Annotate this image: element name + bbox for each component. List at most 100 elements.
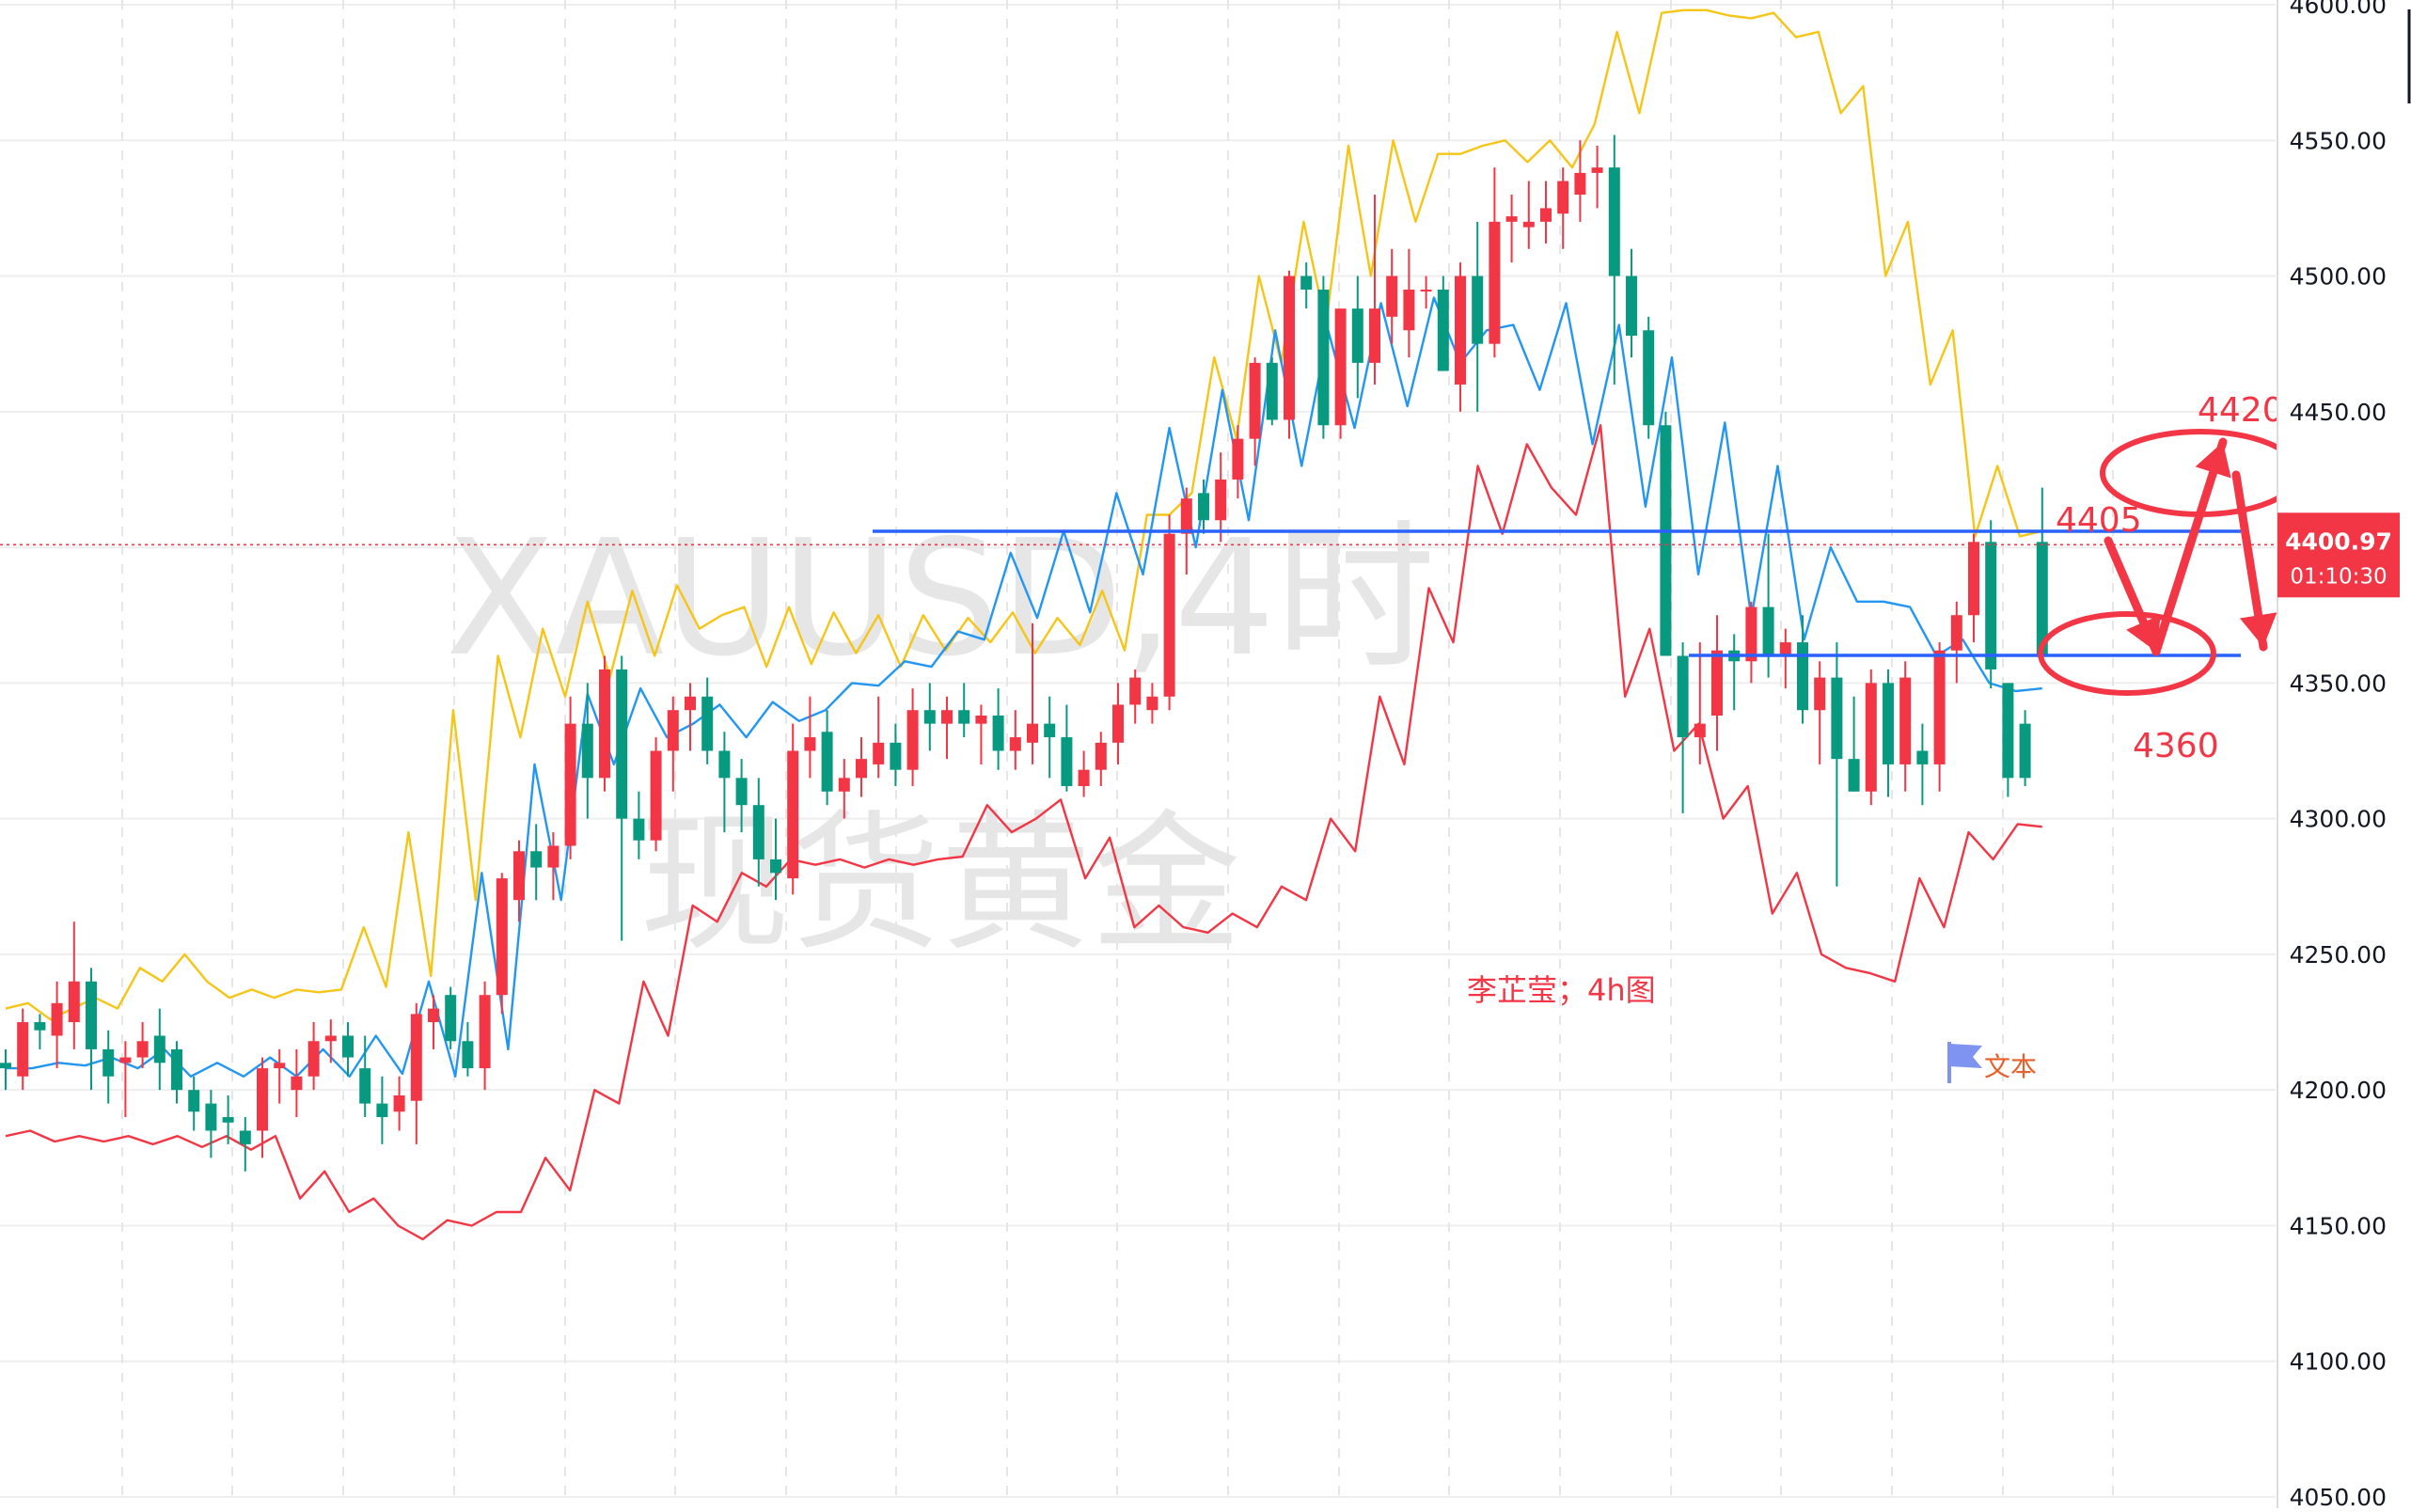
candle — [2036, 487, 2048, 662]
candle — [1883, 669, 1894, 797]
candle-body — [530, 851, 543, 868]
candle — [1009, 710, 1021, 770]
candle — [685, 683, 696, 751]
candle-body — [1078, 769, 1090, 787]
candle-body — [1899, 677, 1912, 764]
candle — [1660, 411, 1672, 656]
candle — [1078, 750, 1090, 797]
candle — [1711, 615, 1723, 751]
candle-body — [479, 995, 491, 1069]
candle-body — [2002, 683, 2014, 779]
candle-body — [1129, 677, 1142, 705]
candle — [1129, 669, 1142, 724]
candle-body — [958, 710, 970, 724]
candle-body — [975, 715, 987, 724]
candle — [1163, 514, 1175, 711]
candle — [1797, 615, 1808, 724]
bollinger-bands — [5, 8, 2043, 1241]
candle-body — [1814, 677, 1826, 711]
candle — [1300, 262, 1313, 309]
candle-body — [1061, 737, 1073, 787]
candle — [1284, 270, 1295, 439]
candle — [479, 981, 491, 1091]
candle-body — [821, 732, 833, 792]
candle — [1574, 140, 1586, 222]
candle — [1215, 452, 1227, 543]
candle-body — [239, 1130, 251, 1144]
candle — [496, 873, 508, 1015]
candle — [2019, 710, 2031, 787]
candle-body — [923, 710, 936, 724]
price-axis: 4050.00 4100.00 4150.00 4200.00 4250.00 4300.… — [2277, 0, 2411, 1511]
candle-body — [1437, 289, 1449, 371]
candle — [547, 832, 559, 901]
candle — [1455, 262, 1466, 412]
candle — [1351, 276, 1363, 399]
candle — [171, 1041, 182, 1104]
candle-body — [1300, 276, 1313, 290]
candle-body — [1591, 167, 1603, 173]
candle — [530, 824, 543, 901]
candle — [513, 840, 525, 922]
candle-body — [1317, 289, 1330, 426]
candle-body — [257, 1068, 268, 1131]
candle — [667, 696, 679, 792]
candle-body — [770, 858, 781, 874]
candle — [752, 778, 764, 887]
candle-body — [701, 696, 714, 751]
candle-body — [1198, 493, 1209, 521]
candle — [1933, 642, 1946, 792]
arrow-up — [2151, 437, 2231, 656]
candle — [205, 1090, 217, 1158]
candle-body — [1146, 696, 1158, 711]
candle — [735, 759, 748, 833]
candle — [1608, 134, 1620, 385]
current-price-label: 4400.97 — [2285, 528, 2392, 555]
candle-body — [599, 669, 610, 779]
candle — [1779, 628, 1791, 689]
candle-body — [307, 1041, 320, 1077]
candle-body — [1865, 683, 1877, 792]
candle-body — [0, 1063, 11, 1069]
candle — [119, 1041, 132, 1118]
candle — [222, 1095, 234, 1144]
candle-body — [1472, 276, 1484, 344]
candle — [153, 1008, 165, 1091]
candle — [0, 1048, 11, 1091]
candle — [136, 1022, 149, 1069]
candle — [1095, 732, 1107, 787]
name-watermark: 现货黄金 — [639, 795, 1241, 971]
candle-body — [1762, 606, 1774, 656]
candle-body — [581, 723, 593, 779]
candle-body — [1489, 221, 1501, 344]
candle — [1522, 181, 1535, 249]
candle — [1540, 181, 1552, 244]
candle-body — [1369, 308, 1380, 363]
candle — [1865, 669, 1877, 806]
watermark: XAUUSD,4时 现货黄金 — [446, 506, 1436, 971]
candle-body — [1009, 737, 1021, 751]
candle — [1557, 167, 1569, 249]
candle-body — [496, 878, 508, 996]
candle — [68, 921, 80, 1049]
candle-body — [1334, 308, 1347, 426]
countdown-label: 01:10:30 — [2290, 564, 2387, 589]
price-tick-label: 4350.00 — [2290, 669, 2387, 697]
candle-body — [1985, 542, 1997, 669]
candle-body — [906, 710, 919, 770]
candle — [393, 1076, 405, 1131]
flag-text: 文本 — [1984, 1051, 2037, 1082]
candle — [838, 759, 850, 819]
candle-body — [428, 1008, 439, 1023]
candle-body — [359, 1068, 371, 1104]
candle-body — [1745, 606, 1757, 662]
candle — [1848, 696, 1860, 792]
candle-body — [1044, 723, 1056, 738]
candle — [462, 1022, 474, 1077]
candle — [188, 1076, 200, 1131]
candle — [1317, 276, 1330, 439]
candle — [633, 791, 645, 859]
candle — [1249, 357, 1261, 466]
candle — [291, 1048, 303, 1118]
candle — [1745, 601, 1757, 684]
